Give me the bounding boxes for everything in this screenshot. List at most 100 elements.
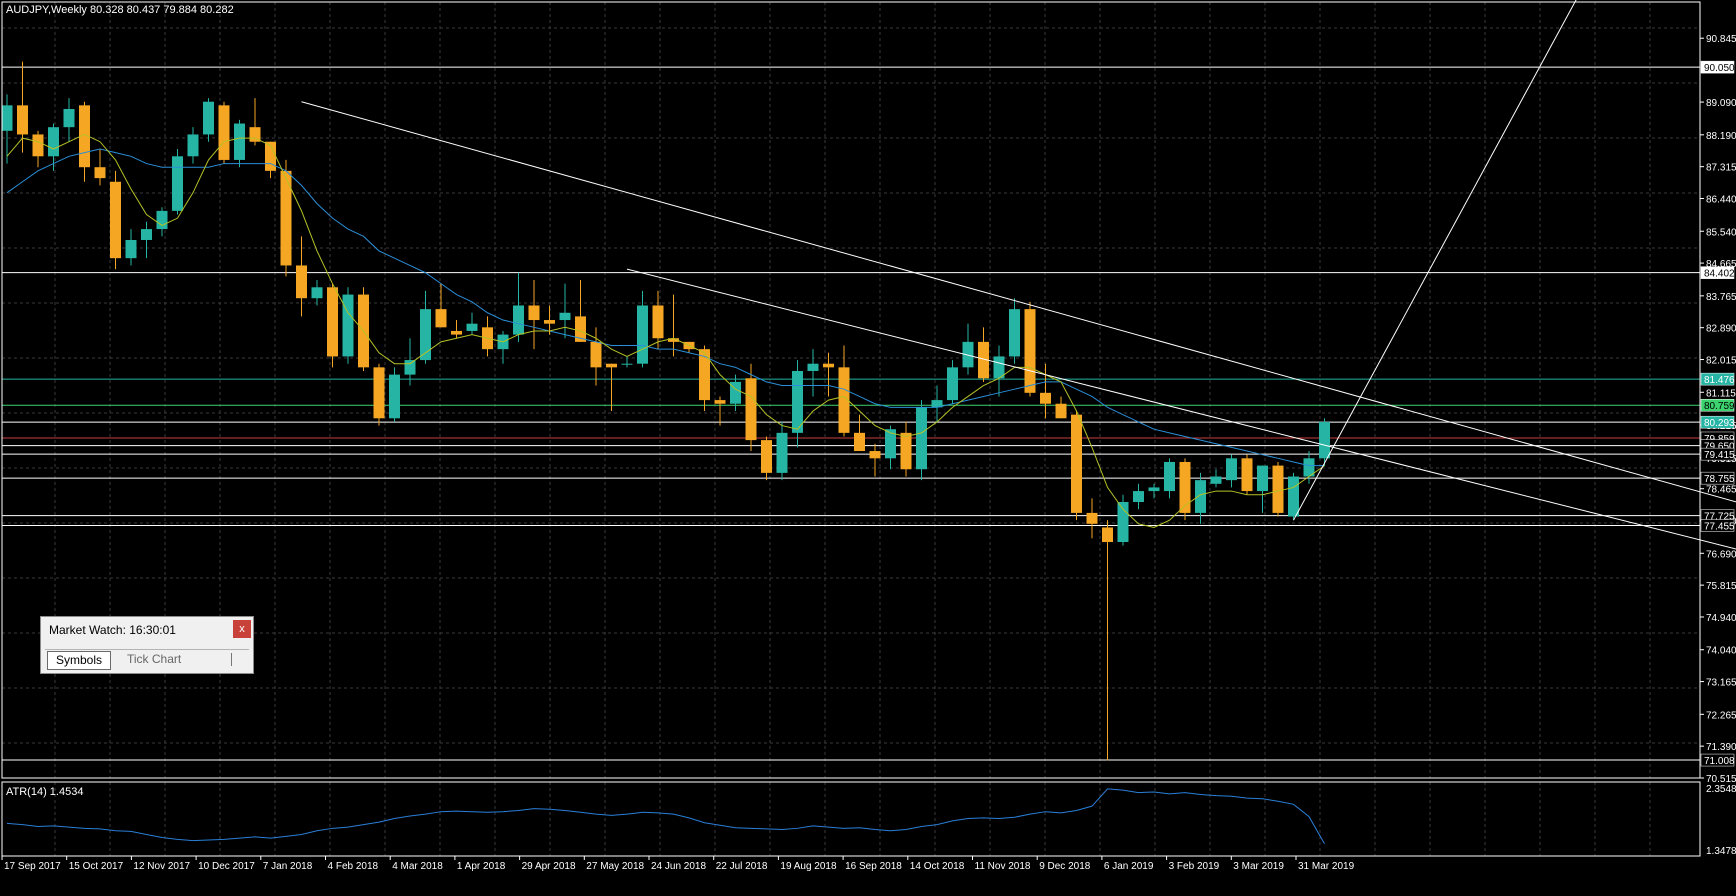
close-button[interactable]: x <box>233 620 251 638</box>
candle <box>637 290 648 368</box>
candle-body <box>466 323 478 331</box>
candle-body <box>234 123 245 160</box>
candle <box>575 280 586 342</box>
market-watch-panel[interactable]: Market Watch: 16:30:01 x Symbols Tick Ch… <box>40 616 254 674</box>
time-tick-label: 19 Aug 2018 <box>780 861 837 872</box>
candle-body <box>125 239 137 259</box>
candle-body <box>776 432 788 473</box>
price-level-label: 79.650 <box>1704 442 1735 453</box>
candle <box>110 170 121 270</box>
candle <box>482 316 493 357</box>
candle-body <box>32 134 44 157</box>
candle <box>265 141 276 179</box>
price-level-label: 78.755 <box>1704 474 1735 485</box>
candle-body <box>745 378 757 441</box>
candle <box>854 414 865 452</box>
candle-body <box>451 330 462 335</box>
price-tick-label: 74.940 <box>1706 613 1736 624</box>
tab-separator <box>231 653 232 666</box>
candle <box>156 207 168 237</box>
trendlines-layer <box>301 0 1736 550</box>
price-tick-label: 85.540 <box>1706 227 1736 238</box>
candle <box>900 421 912 477</box>
price-tick-label: 90.845 <box>1706 34 1736 45</box>
candle <box>1086 498 1098 539</box>
price-level-tag <box>1700 519 1735 532</box>
candle-body <box>823 363 834 368</box>
candle-body <box>513 305 524 335</box>
time-tick-label: 15 Oct 2017 <box>69 861 124 872</box>
time-tick-label: 27 May 2018 <box>586 861 644 872</box>
candle-body <box>172 156 183 211</box>
candle <box>187 127 199 164</box>
candle-body <box>792 370 803 433</box>
candle <box>218 101 230 164</box>
candle-body <box>110 181 121 259</box>
candle <box>1210 469 1222 488</box>
candle <box>1 94 13 164</box>
price-tick-label: 78.465 <box>1706 485 1736 496</box>
time-axis: 17 Sep 2017 15 Oct 2017 12 Nov 2017 10 Dec … <box>1 856 1355 872</box>
candle-body <box>699 349 710 401</box>
candle <box>652 290 664 350</box>
candle-body <box>342 294 354 357</box>
candle-body <box>63 108 75 128</box>
candle-body <box>1319 421 1330 459</box>
candle-body <box>1288 476 1299 517</box>
candle <box>327 283 338 368</box>
candle <box>32 130 44 168</box>
candle-body <box>156 210 168 230</box>
candle-body <box>389 374 400 419</box>
candle <box>513 272 524 342</box>
candle <box>714 396 726 426</box>
price-level-tag <box>1700 447 1735 461</box>
candle <box>94 149 106 186</box>
candle <box>358 287 369 371</box>
price-axis: 90.845 89.090 88.190 87.315 86.440 85.540 84.6… <box>1700 34 1736 857</box>
price-level-tag <box>1700 753 1735 767</box>
candle-body <box>17 105 28 135</box>
candle-body <box>1117 501 1129 543</box>
candle-body <box>1195 480 1206 513</box>
price-level-tag <box>1700 471 1735 485</box>
candle <box>420 290 431 364</box>
time-tick-label: 3 Mar 2019 <box>1233 861 1284 872</box>
candle <box>668 294 679 357</box>
candle-body <box>1272 465 1284 513</box>
candle-body <box>854 432 865 452</box>
candle-body <box>249 127 261 142</box>
candle <box>373 363 385 426</box>
candle <box>1319 418 1330 466</box>
candle <box>79 101 90 182</box>
candle <box>993 345 1005 397</box>
time-tick-label: 14 Oct 2018 <box>910 861 965 872</box>
candle <box>1241 454 1253 495</box>
candle <box>203 98 214 142</box>
candle <box>389 367 400 422</box>
candle <box>1071 411 1082 521</box>
market-watch-tabs: Symbols Tick Chart <box>45 649 249 670</box>
candle <box>1148 483 1160 499</box>
candle <box>776 421 788 481</box>
candle-body <box>203 101 214 135</box>
candle-body <box>575 316 586 342</box>
tab-symbols[interactable]: Symbols <box>47 651 112 670</box>
candle <box>63 98 75 142</box>
price-tick-label: 81.115 <box>1706 388 1736 399</box>
atr-line <box>6 788 1325 844</box>
time-tick-label: 24 Jun 2018 <box>651 861 706 872</box>
trendline <box>626 268 1736 550</box>
tab-tick-chart[interactable]: Tick Chart <box>127 652 182 666</box>
candle <box>466 312 478 335</box>
candle <box>559 283 571 339</box>
candle <box>1179 458 1191 521</box>
price-level-tag <box>1700 398 1735 412</box>
candle-body <box>265 141 276 171</box>
candle-body <box>1210 476 1222 484</box>
price-tick-label: 83.765 <box>1706 292 1736 303</box>
candle-body <box>1040 392 1051 404</box>
candle-body <box>420 309 431 361</box>
candle-body <box>1179 461 1191 513</box>
candle <box>962 323 974 375</box>
